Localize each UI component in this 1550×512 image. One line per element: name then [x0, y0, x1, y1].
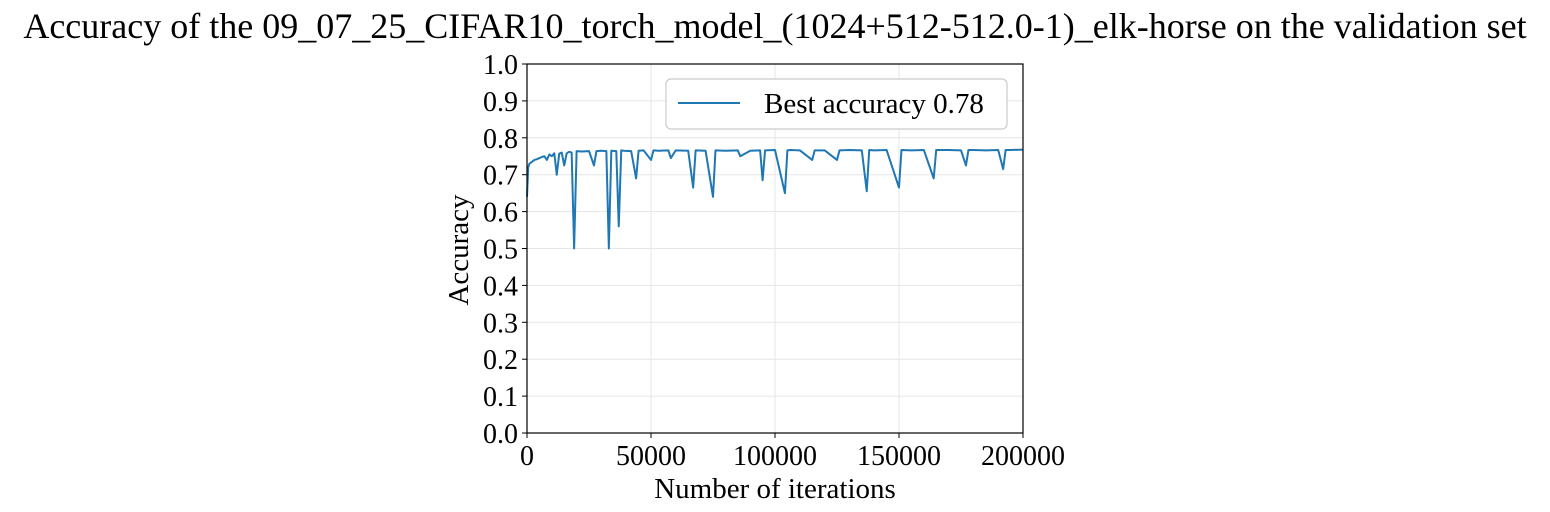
x-tick-label: 0	[520, 441, 534, 472]
y-tick-label: 0.8	[483, 124, 518, 155]
legend: Best accuracy 0.78	[665, 78, 1008, 130]
y-axis-label: Accuracy	[443, 194, 475, 306]
x-tick-label: 50000	[616, 441, 686, 472]
y-tick-label: 0.5	[483, 235, 518, 266]
y-tick-label: 0.6	[483, 198, 518, 229]
y-tick-label: 0.4	[483, 271, 518, 302]
x-tick-label: 150000	[857, 441, 941, 472]
series-layer	[526, 148, 1024, 250]
y-tick-label: 0.1	[483, 382, 518, 413]
y-tick-label: 0.2	[483, 345, 518, 376]
y-tick-label: 0.3	[483, 308, 518, 339]
x-tick-label: 100000	[733, 441, 817, 472]
tick-layer: 0 50000 100000 150000 200000 0.0 0.1 0.2 0.3 0.4 0…	[483, 50, 1065, 472]
y-tick-label: 0.0	[483, 419, 518, 450]
series-line	[526, 148, 1024, 250]
chart-title: Accuracy of the 09_07_25_CIFAR10_torch_m…	[23, 6, 1526, 46]
y-tick-label: 0.9	[483, 87, 518, 118]
y-tick-label: 0.7	[483, 161, 518, 192]
x-axis-label: Number of iterations	[654, 473, 896, 505]
x-tick-label: 200000	[981, 441, 1065, 472]
legend-label: Best accuracy 0.78	[764, 88, 984, 120]
legend-box	[665, 78, 1008, 130]
y-tick-label: 1.0	[483, 50, 518, 81]
